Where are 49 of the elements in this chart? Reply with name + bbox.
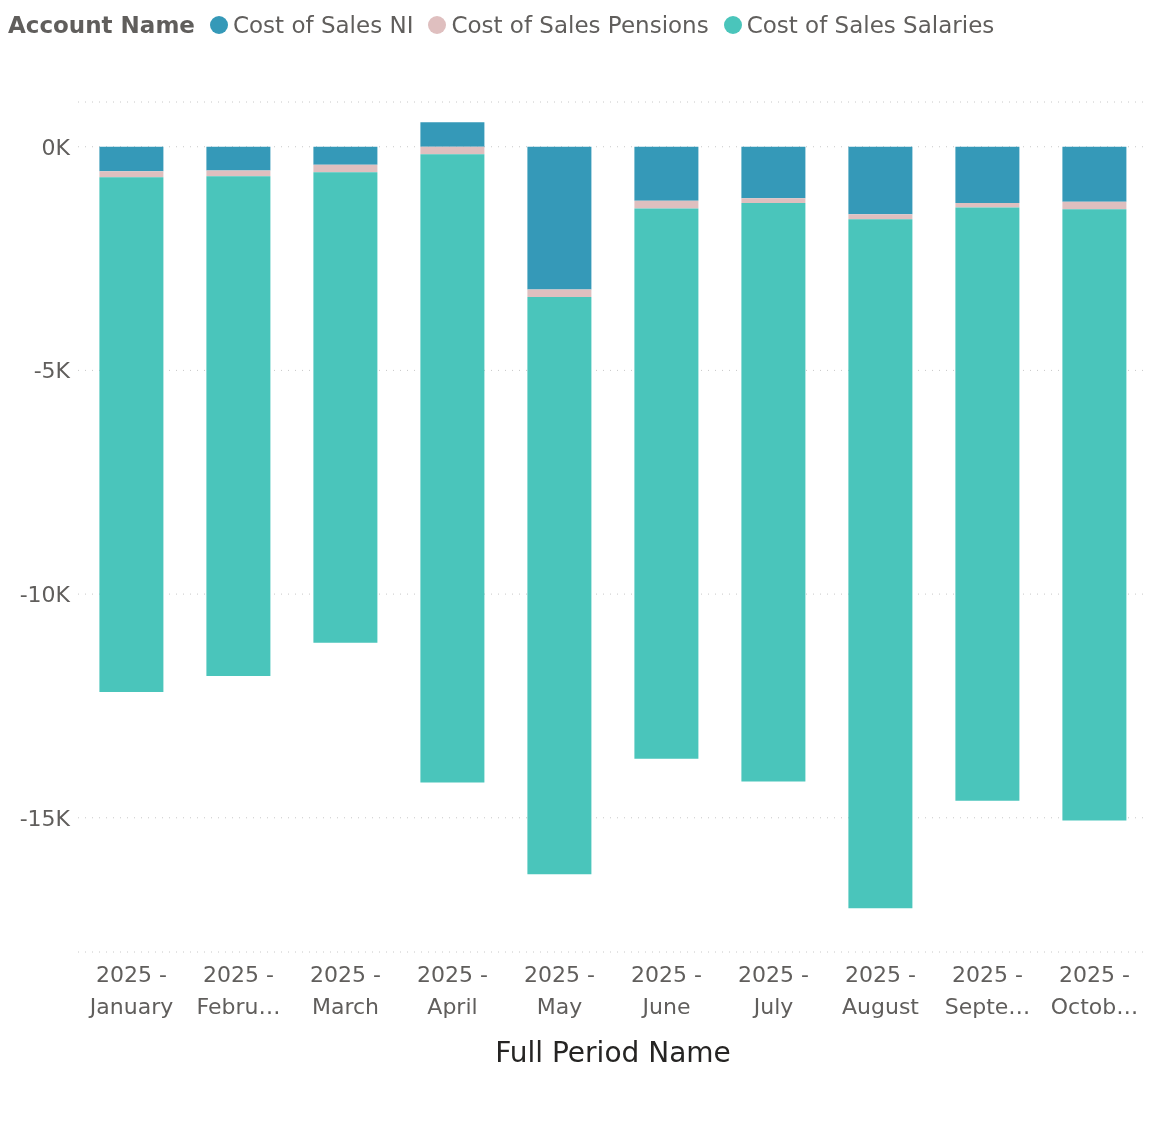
legend-label: Cost of Sales NI (232, 12, 414, 38)
bar (741, 146, 806, 199)
bar (1062, 201, 1127, 210)
x-tick-label: 2025 - April (417, 962, 488, 1019)
bar (848, 146, 913, 215)
bar (634, 146, 699, 201)
bar (420, 122, 485, 147)
bar (99, 171, 164, 178)
x-tick-label: 2025 - March (310, 962, 381, 1019)
x-tick-label: 2025 - Octob… (1050, 962, 1139, 1019)
y-tick-label: -15K (19, 805, 71, 831)
x-tick-label: 2025 - July (738, 962, 809, 1019)
bar (313, 164, 378, 173)
bar (1062, 209, 1127, 821)
bar (527, 289, 592, 298)
x-tick-label: 2025 - May (524, 962, 595, 1019)
bar (527, 297, 592, 875)
bar (313, 146, 378, 165)
bar (420, 146, 485, 155)
y-tick-label: 0K (41, 134, 71, 160)
legend-label: Cost of Sales Pensions (451, 12, 709, 38)
bar (206, 170, 271, 177)
bar (527, 146, 592, 290)
bar (420, 154, 485, 783)
bar (634, 200, 699, 209)
x-axis-title: Full Period Name (495, 1036, 731, 1069)
y-tick-label: -5K (33, 358, 71, 384)
bar (206, 146, 271, 171)
x-tick-label: 2025 - August (842, 962, 920, 1019)
bar (313, 172, 378, 643)
bar (99, 146, 164, 172)
x-tick-label: 2025 - Febru… (196, 962, 281, 1019)
legend-label: Cost of Sales Salaries (746, 12, 995, 38)
bar (955, 207, 1020, 801)
bar (955, 203, 1020, 208)
bar (1062, 146, 1127, 202)
bar (99, 177, 164, 693)
x-tick-label: 2025 - January (87, 962, 174, 1019)
bar (206, 176, 271, 676)
bar (634, 208, 699, 759)
y-tick-label: -10K (19, 581, 71, 607)
bar (741, 198, 806, 204)
legend-title: Account Name (8, 12, 195, 38)
bar (741, 203, 806, 782)
x-tick-label: 2025 - June (631, 962, 702, 1019)
bar (848, 214, 913, 220)
x-tick-label: 2025 - Septe… (944, 962, 1031, 1019)
bar (848, 219, 913, 909)
bar (955, 146, 1020, 204)
